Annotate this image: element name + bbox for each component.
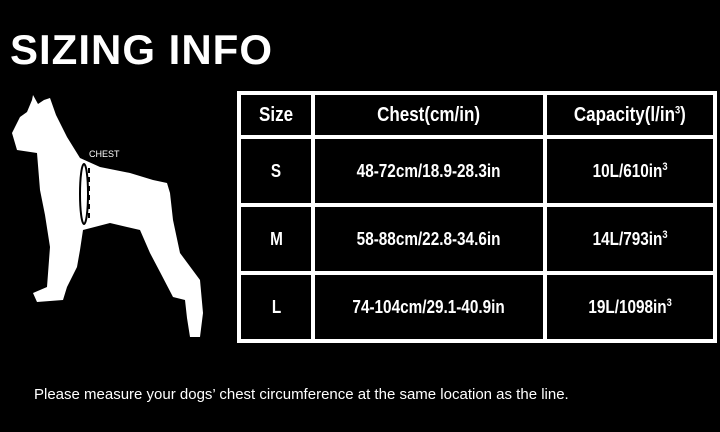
chest-cell: 48-72cm/18.9-28.3in xyxy=(313,137,545,205)
header-chest: Chest(cm/in) xyxy=(313,93,545,137)
size-cell: S xyxy=(239,137,313,205)
chest-label: CHEST xyxy=(89,149,120,159)
capacity-cell: 14L/793in3 xyxy=(545,205,715,273)
table-row: M 58-88cm/22.8-34.6in 14L/793in3 xyxy=(239,205,715,273)
dog-silhouette-illustration xyxy=(12,95,203,337)
header-size: Size xyxy=(239,93,313,137)
table-header-row: Size Chest(cm/in) Capacity(l/in3) xyxy=(239,93,715,137)
size-cell: L xyxy=(239,273,313,341)
capacity-cell: 19L/1098in3 xyxy=(545,273,715,341)
page-title: SIZING INFO xyxy=(10,26,273,73)
sizing-table: Size Chest(cm/in) Capacity(l/in3) S 48-7… xyxy=(237,91,717,343)
dog-silhouette xyxy=(12,95,203,337)
size-cell: M xyxy=(239,205,313,273)
chest-cell: 74-104cm/29.1-40.9in xyxy=(313,273,545,341)
chest-cell: 58-88cm/22.8-34.6in xyxy=(313,205,545,273)
table-row: S 48-72cm/18.9-28.3in 10L/610in3 xyxy=(239,137,715,205)
header-capacity: Capacity(l/in3) xyxy=(545,93,715,137)
capacity-cell: 10L/610in3 xyxy=(545,137,715,205)
chest-measure-line xyxy=(79,163,89,225)
measurement-note: Please measure your dogs’ chest circumfe… xyxy=(34,386,569,403)
table-row: L 74-104cm/29.1-40.9in 19L/1098in3 xyxy=(239,273,715,341)
